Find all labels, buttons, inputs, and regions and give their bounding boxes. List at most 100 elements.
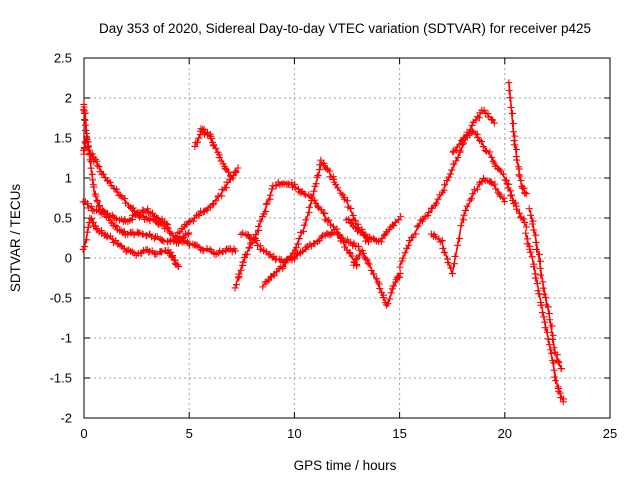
data-point [428, 204, 436, 212]
data-point [81, 116, 89, 124]
data-point [467, 195, 475, 203]
plot-frame [83, 57, 611, 419]
data-point [499, 170, 507, 178]
data-point [350, 239, 358, 247]
data-point [515, 171, 523, 179]
y-tick-label: 2 [65, 91, 72, 106]
data-point [522, 190, 530, 198]
data-point [116, 241, 124, 249]
data-point [209, 201, 217, 209]
data-point [174, 261, 182, 269]
data-point [496, 192, 504, 200]
data-point [353, 255, 361, 263]
data-point [262, 208, 270, 216]
data-point [326, 167, 334, 175]
series-track-16 [505, 79, 530, 198]
data-point [364, 259, 372, 267]
data-point [84, 200, 92, 208]
data-point [231, 284, 239, 292]
data-point [515, 209, 523, 217]
data-point [103, 233, 111, 241]
data-point [84, 204, 92, 212]
data-point [522, 223, 530, 231]
series-track-1 [80, 132, 183, 244]
data-point [313, 202, 321, 210]
data-point [268, 185, 276, 193]
y-axis-label: SDTVAR / TECUs [8, 184, 23, 293]
data-point [462, 206, 470, 214]
data-point [447, 264, 455, 272]
data-point [354, 242, 362, 250]
data-point [232, 169, 240, 177]
data-point [106, 178, 114, 186]
data-point [555, 387, 563, 395]
data-point [189, 240, 197, 248]
data-point [445, 173, 453, 181]
data-point [521, 218, 529, 226]
data-point [239, 258, 247, 266]
data-point [339, 234, 347, 242]
data-point [111, 214, 119, 222]
data-point [434, 195, 442, 203]
data-point [389, 282, 397, 290]
data-point [535, 250, 543, 258]
data-point [435, 235, 443, 243]
data-point [252, 231, 260, 239]
data-point [557, 365, 565, 373]
series-track-12 [342, 213, 405, 246]
data-point [401, 249, 409, 257]
x-tick-label: 5 [186, 426, 193, 441]
series-track-2 [79, 100, 193, 246]
data-point [490, 119, 498, 127]
data-point [376, 285, 384, 293]
y-tick-label: -0.5 [50, 291, 72, 306]
data-point [540, 313, 548, 321]
data-point [413, 223, 421, 231]
data-point [408, 234, 416, 242]
data-point [551, 377, 559, 385]
series-track-15 [449, 128, 530, 231]
data-point [294, 240, 302, 248]
data-point [384, 300, 392, 308]
data-point [501, 198, 509, 206]
data-point [511, 132, 519, 140]
data-point [79, 106, 87, 114]
series-track-9 [237, 228, 362, 267]
data-point [463, 202, 471, 210]
data-point [439, 244, 447, 252]
data-point [542, 294, 550, 302]
data-point [321, 209, 329, 217]
data-point [345, 216, 353, 224]
data-point [259, 283, 267, 291]
data-point [538, 309, 546, 317]
data-point [310, 187, 318, 195]
data-points [79, 79, 568, 406]
data-point [457, 222, 465, 230]
data-point [488, 153, 496, 161]
data-point [197, 125, 205, 133]
data-point [263, 200, 271, 208]
data-point [100, 170, 108, 178]
data-point [359, 249, 367, 257]
data-point [292, 244, 300, 252]
series-track-3 [79, 214, 182, 271]
data-point [174, 263, 182, 271]
data-point [279, 263, 287, 271]
data-point [438, 237, 446, 245]
data-point [548, 349, 556, 357]
data-point [559, 398, 567, 406]
data-point [346, 218, 354, 226]
data-point [185, 229, 193, 237]
data-point [541, 324, 549, 332]
data-point [167, 248, 175, 256]
data-point [525, 205, 533, 213]
data-point [526, 245, 534, 253]
series-line [529, 209, 563, 371]
data-point [486, 148, 494, 156]
data-point [88, 215, 96, 223]
data-point [346, 249, 354, 257]
data-point [373, 275, 381, 283]
data-point [456, 141, 464, 149]
series-track-11 [350, 247, 404, 309]
